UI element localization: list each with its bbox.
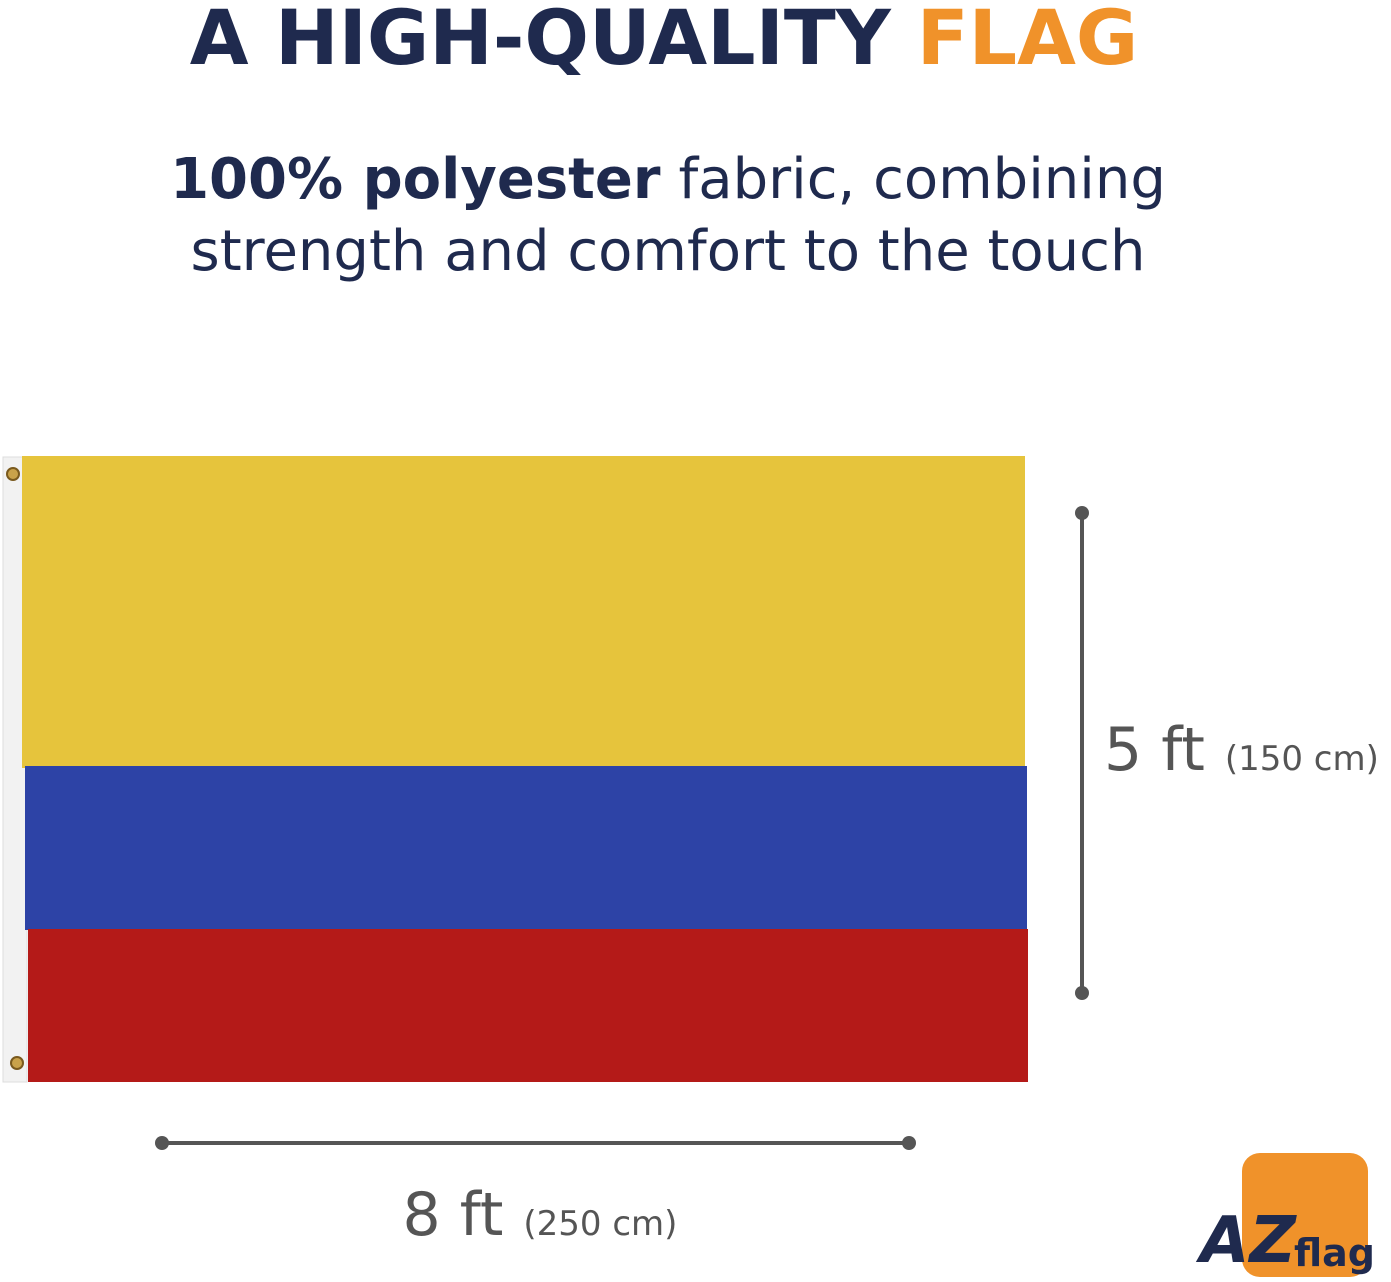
description-line-2: strength and comfort to the touch — [191, 219, 1146, 284]
description-line-1: 100% polyester fabric, combining — [170, 147, 1166, 212]
width-indicator — [155, 1136, 916, 1150]
endpoint — [902, 1136, 916, 1150]
width-label: 8 ft (250 cm) — [403, 1180, 678, 1250]
height-ft: 5 ft — [1104, 715, 1205, 785]
description-bold: 100% polyester — [170, 147, 661, 212]
height-label: 5 ft (150 cm) — [1104, 715, 1379, 785]
flag-yellow — [22, 456, 1025, 768]
logo-letters: AZ — [1195, 1204, 1298, 1278]
height-indicator — [1075, 506, 1089, 1000]
height-cm: (150 cm) — [1225, 739, 1379, 779]
endpoint — [155, 1136, 169, 1150]
endpoint — [1075, 506, 1089, 520]
flag-red — [28, 929, 1028, 1082]
logo-word: flag — [1294, 1231, 1375, 1275]
headline: A HIGH-QUALITY FLAG — [190, 0, 1139, 82]
endpoint — [1075, 986, 1089, 1000]
flag — [2, 456, 1028, 1083]
headline-accent: FLAG — [917, 0, 1139, 82]
width-cm: (250 cm) — [523, 1204, 677, 1244]
logo: AZ flag — [1195, 1153, 1375, 1278]
width-ft: 8 ft — [403, 1180, 504, 1250]
grommet — [10, 1056, 24, 1070]
description-rest: fabric, combining — [679, 147, 1166, 212]
logo-badge — [1242, 1153, 1368, 1277]
headline-main: A HIGH-QUALITY — [190, 0, 892, 82]
flag-blue — [25, 766, 1027, 930]
grommet — [6, 467, 20, 481]
